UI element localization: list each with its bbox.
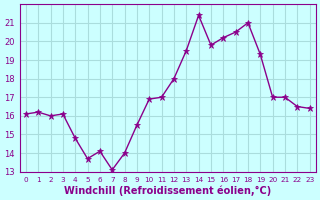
X-axis label: Windchill (Refroidissement éolien,°C): Windchill (Refroidissement éolien,°C) xyxy=(64,185,271,196)
